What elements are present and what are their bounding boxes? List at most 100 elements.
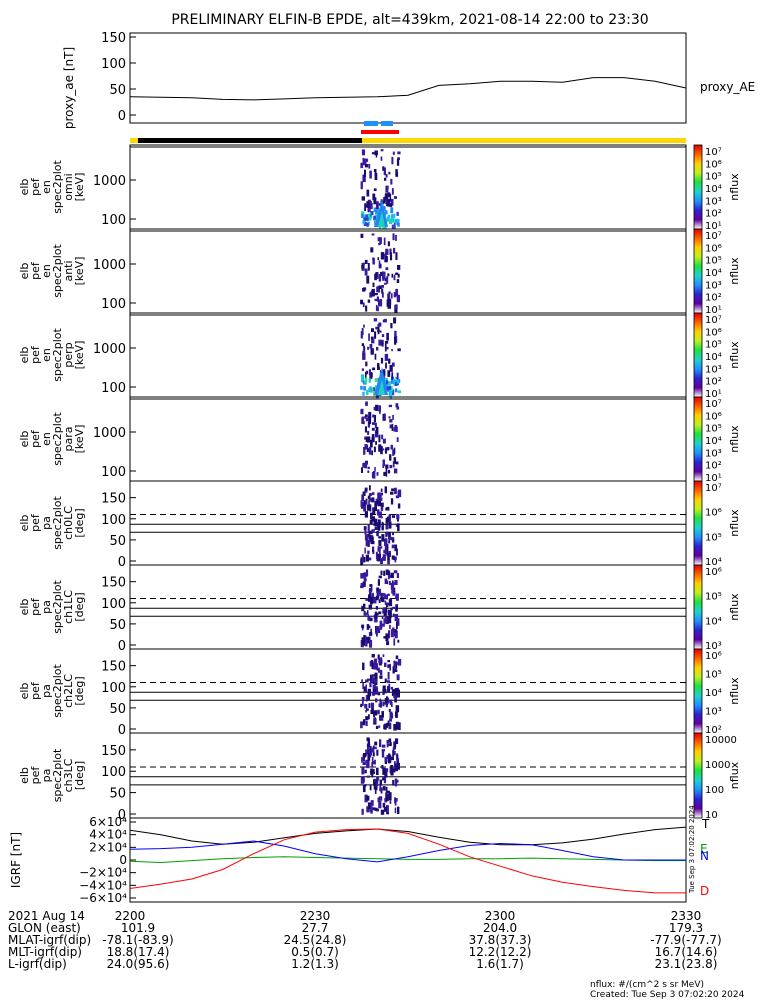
colorbar-tick-label: 10³ [705,641,722,652]
x-row-value: 1.2(1.3) [291,957,339,971]
flux-cell [378,405,381,412]
flux-cell [371,516,376,522]
flux-cell [396,159,400,166]
flux-cell [366,504,370,511]
colorbar-scale [693,228,703,314]
flux-cell [382,459,385,467]
flux-cell [364,416,367,419]
proxy-ae-legend: proxy_AE [700,80,755,94]
flux-cell [371,529,375,533]
flux-cell [371,328,374,332]
panel-ylabel-line: elb [18,263,31,280]
colorbar-tick-label: 10³ [705,448,722,459]
flux-cell [391,293,393,299]
colorbar-label: nflux [728,173,741,201]
x-row-value: 179.3 [669,921,703,935]
flux-cell [369,784,372,791]
flux-cell [368,714,370,720]
flux-cell [385,464,389,469]
flux-cell [360,181,363,190]
flux-cell [395,252,398,260]
flux-cell [380,700,382,708]
flux-cell [365,684,367,692]
flux-cell [397,390,402,394]
flux-cell [368,369,371,376]
flux-cell [380,597,385,602]
flux-cell [393,292,397,298]
flux-cell [382,786,386,791]
x-tick-3: 2330 [671,909,702,923]
flux-cell [374,501,378,506]
flux-cell [367,688,371,697]
flux-cell [397,722,401,730]
igrf-ylabel: IGRF [nT] [9,832,23,888]
flux-cell [372,598,375,604]
colorbar-tick-label: 10² [705,461,722,472]
flux-cell [367,299,371,303]
flux-cell [371,492,375,495]
flux-cell [363,526,367,531]
panel-ytick-label: 100 [101,465,126,480]
panel-ylabel-line: elb [18,683,31,700]
flux-cell [372,685,376,693]
flux-cell [387,293,391,302]
flux-cell [364,169,366,177]
panel-ylabel-line: [deg] [73,761,86,790]
flux-cell [375,304,378,311]
colorbar-label: nflux [728,425,741,453]
flux-cell [393,457,397,464]
flux-cell [378,299,381,306]
colorbar-label: nflux [728,257,741,285]
flux-cell [378,434,381,443]
flux-cell [363,345,365,351]
flux-cell [364,572,366,580]
flux-cell [382,607,386,612]
flux-cell [397,265,401,270]
flux-cell [396,437,399,442]
flux-cell [374,526,379,530]
flux-cell [361,757,363,763]
flux-cell [384,343,387,352]
flux-cell [378,658,382,664]
flux-cell [375,606,378,610]
flux-cell [391,713,394,719]
flux-cell [395,403,399,408]
panel-ytick-label: 150 [101,660,126,675]
flux-cell [385,174,388,178]
flux-cell [362,719,366,726]
flux-cell [371,434,375,439]
footer-units: nflux: #/(cm^2 s sr MeV) [590,980,704,990]
flux-cell [371,757,374,765]
flux-cell [385,517,389,524]
flux-cell [381,750,385,758]
flux-cell [374,467,376,472]
flux-cell [365,498,368,505]
flux-cell [378,285,383,289]
flux-cell [376,626,380,631]
flux-cell [361,637,365,644]
flux-cell [385,447,389,450]
flux-cell [378,536,381,539]
flux-cell [380,516,383,519]
flux-cell [375,441,377,445]
flux-cell [376,296,379,302]
panel-ylabel-line: ch3LC [62,758,75,792]
flux-cell [388,358,391,364]
flux-cell [388,599,393,607]
flux-cell [389,419,393,423]
flux-cell [386,386,389,391]
x-row-value: 37.8(37.3) [469,933,532,947]
flux-cell [373,215,376,220]
flux-cell [377,692,381,696]
proxy-ae-ytick-label: 50 [109,83,126,98]
flux-cell [364,217,367,222]
flux-cell [383,370,386,376]
flux-cell [393,660,396,668]
flux-cell [388,540,391,544]
flux-cell [365,598,369,601]
flux-cell [390,207,394,214]
colorbar-tick-label: 10⁵ [705,532,722,543]
panel-ylabel-line: pa [40,600,53,614]
flux-cell [376,587,379,593]
